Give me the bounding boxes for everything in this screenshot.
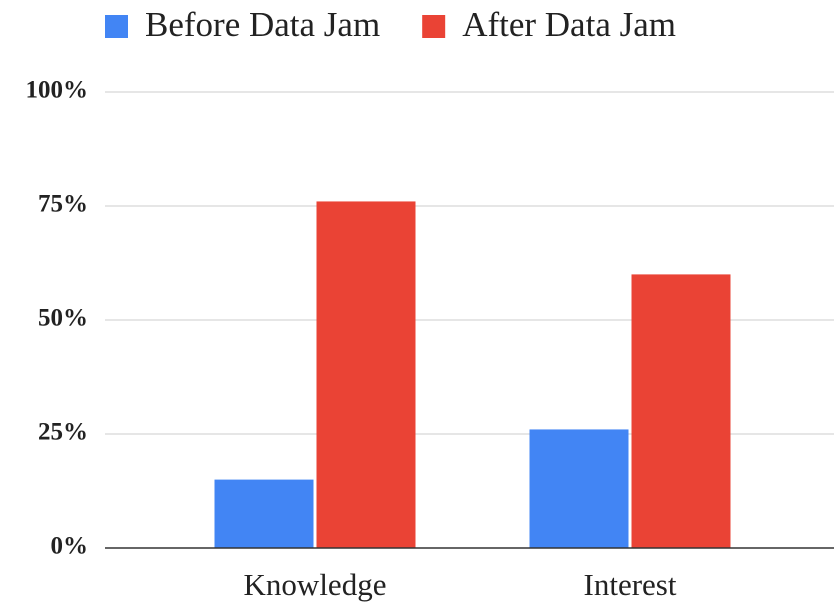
legend-label: After Data Jam — [462, 5, 676, 44]
legend-swatch — [105, 15, 128, 38]
y-tick-label: 75% — [38, 191, 88, 218]
y-tick-label: 0% — [51, 533, 89, 560]
y-tick-label: 100% — [26, 77, 89, 104]
bar — [631, 274, 731, 548]
bar — [214, 479, 314, 548]
x-tick-label: Knowledge — [244, 567, 387, 602]
legend-swatch — [422, 15, 446, 38]
legend-label: Before Data Jam — [145, 5, 380, 44]
bar — [529, 429, 629, 548]
y-tick-label: 25% — [38, 419, 88, 446]
x-tick-label: Interest — [584, 567, 677, 602]
y-tick-label: 50% — [38, 305, 88, 332]
bar — [316, 201, 416, 548]
